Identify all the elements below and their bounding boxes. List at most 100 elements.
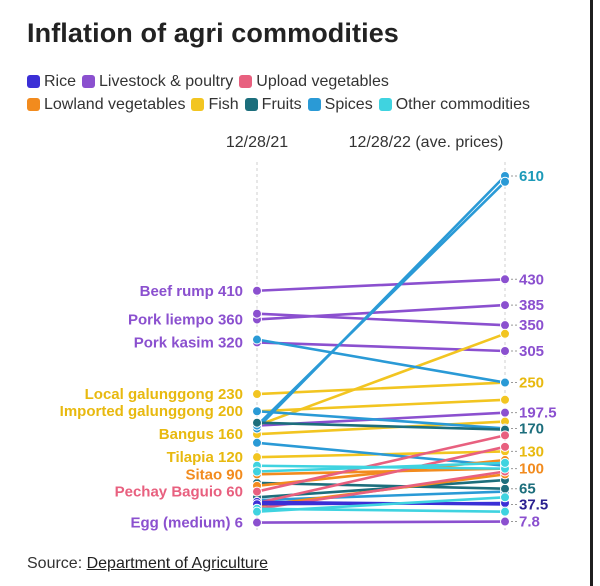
legend: Rice Livestock & poultry Upload vegetabl… — [27, 70, 577, 116]
point-end-livestock-item-2[interactable] — [500, 407, 510, 418]
point-end-spices-item-2[interactable] — [500, 176, 510, 187]
right-label-430: 430 — [519, 271, 544, 288]
series-line-spices-item-5[interactable] — [255, 441, 507, 468]
point-start-tilapia[interactable] — [252, 452, 262, 463]
legend-item-spices[interactable]: Spices — [307, 95, 373, 114]
point-start-spices-item-4[interactable] — [252, 406, 262, 417]
right-label-350: 350 — [519, 317, 544, 334]
point-start-spices-item-3[interactable] — [252, 334, 262, 345]
right-label-130: 130 — [519, 443, 544, 460]
column-header-left: 12/28/21 — [226, 134, 288, 151]
point-end-spices-item-3[interactable] — [500, 377, 510, 388]
point-end-beef-rump[interactable] — [500, 274, 510, 285]
right-label-610: 610 — [519, 168, 544, 185]
right-label-65: 65 — [519, 481, 536, 498]
series-line-pechay-baguio[interactable] — [255, 434, 507, 493]
source-link[interactable]: Department of Agriculture — [86, 555, 269, 572]
point-start-egg-medium[interactable] — [252, 517, 262, 528]
left-label-tilapia-120: Tilapia 120 — [167, 449, 243, 466]
series-line-imported-galunggong[interactable] — [255, 398, 507, 413]
series-line-other-item-4[interactable] — [255, 496, 507, 513]
left-label-imported-galunggong-200: Imported galunggong 200 — [60, 403, 243, 420]
series-line-local-galunggong[interactable] — [255, 381, 507, 396]
point-end-livestock-item[interactable] — [500, 320, 510, 331]
series-line-fruits-item-2[interactable] — [255, 481, 507, 491]
right-label-170: 170 — [519, 420, 544, 437]
point-end-pork-liempo[interactable] — [500, 300, 510, 311]
legend-label-rice: Rice — [44, 72, 77, 90]
series-line-other-item-2[interactable] — [255, 461, 507, 473]
point-start-livestock-item[interactable] — [252, 308, 262, 319]
point-start-pechay-baguio[interactable] — [252, 486, 262, 497]
right-label-100: 100 — [519, 461, 544, 478]
right-label-385: 385 — [519, 297, 544, 314]
legend-row-2: Lowland vegetables Fish Fruits Spices Ot… — [27, 93, 577, 116]
point-start-spices-item-5[interactable] — [252, 437, 262, 448]
legend-swatch-spices — [307, 98, 321, 111]
point-end-other-item-2[interactable] — [500, 457, 510, 468]
point-end-imported-galunggong[interactable] — [500, 394, 510, 405]
legend-label-lowland-vegetables: Lowland vegetables — [44, 95, 186, 113]
legend-item-upload-vegetables[interactable]: Upload vegetables — [239, 73, 389, 91]
series-line-upland-item-2[interactable] — [255, 445, 507, 505]
series-line-spices-item-2[interactable] — [255, 180, 507, 427]
left-label-beef-rump-410: Beef rump 410 — [140, 283, 243, 300]
legend-item-lowland-vegetables[interactable]: Lowland vegetables — [27, 96, 185, 114]
left-label-local-galunggong-230: Local galunggong 230 — [85, 386, 243, 403]
chart-title: Inflation of agri commodities — [27, 18, 399, 48]
point-end-fruits-item-2[interactable] — [500, 483, 510, 494]
legend-item-rice[interactable]: Rice — [27, 73, 76, 91]
right-label-250: 250 — [519, 375, 544, 392]
left-label-pork-kasim-320: Pork kasim 320 — [134, 334, 243, 351]
legend-label-spices: Spices — [324, 95, 373, 113]
legend-swatch-livestock-poultry — [82, 75, 96, 88]
right-label-197-5: 197.5 — [519, 405, 557, 422]
legend-label-fruits: Fruits — [261, 95, 302, 113]
legend-row-1: Rice Livestock & poultry Upload vegetabl… — [27, 70, 577, 93]
series-line-spices-item-4[interactable] — [255, 409, 507, 430]
point-start-beef-rump[interactable] — [252, 285, 262, 296]
right-label-305: 305 — [519, 343, 544, 360]
point-start-local-galunggong[interactable] — [252, 389, 262, 400]
series-line-livestock-item[interactable] — [255, 312, 507, 327]
point-start-other-item-4[interactable] — [252, 506, 262, 517]
series-line-spices-item-6[interactable] — [255, 490, 507, 502]
legend-item-other-commodities[interactable]: Other commodities — [378, 95, 530, 114]
right-label-37-5: 37.5 — [519, 496, 548, 513]
point-start-other-item-2[interactable] — [252, 466, 262, 477]
legend-swatch-fish — [191, 98, 205, 111]
legend-swatch-other-commodities — [378, 98, 392, 111]
series-line-pork-liempo[interactable] — [255, 303, 507, 321]
point-start-fruits-item-1[interactable] — [252, 417, 262, 428]
legend-label-other-commodities: Other commodities — [395, 95, 530, 113]
series-line-sitao[interactable] — [255, 467, 507, 476]
column-header-right: 12/28/22 (ave. prices) — [349, 134, 504, 151]
point-end-other-item-4[interactable] — [500, 492, 510, 503]
point-end-pork-kasim[interactable] — [500, 346, 510, 356]
left-label-bangus-160: Bangus 160 — [159, 426, 243, 443]
point-end-pechay-baguio[interactable] — [500, 430, 510, 441]
point-end-egg-medium[interactable] — [500, 516, 510, 527]
series-line-beef-rump[interactable] — [255, 277, 507, 293]
point-end-other-item-3[interactable] — [500, 506, 510, 517]
series-line-fruits-item-1[interactable] — [255, 421, 507, 431]
series-line-fish-item[interactable] — [255, 332, 507, 427]
left-label-pork-liempo-360: Pork liempo 360 — [128, 311, 243, 328]
legend-item-fish[interactable]: Fish — [191, 95, 239, 114]
legend-item-fruits[interactable]: Fruits — [244, 95, 302, 114]
series-line-spices-item-3[interactable] — [255, 338, 507, 384]
series-line-egg-medium[interactable] — [255, 520, 507, 524]
right-label-7-8: 7.8 — [519, 514, 540, 531]
legend-item-livestock-poultry[interactable]: Livestock & poultry — [82, 73, 233, 91]
series-line-bangus[interactable] — [255, 420, 507, 436]
source-prefix: Source: — [27, 555, 87, 572]
point-end-fish-item[interactable] — [500, 328, 510, 339]
legend-label-upload-vegetables: Upload vegetables — [256, 72, 389, 90]
left-label-pechay-baguio-60: Pechay Baguio 60 — [115, 484, 243, 501]
legend-swatch-lowland-vegetables — [27, 98, 40, 111]
legend-label-fish: Fish — [208, 95, 239, 113]
left-label-egg-medium-6: Egg (medium) 6 — [130, 515, 243, 532]
point-end-upland-item-2[interactable] — [500, 441, 510, 452]
